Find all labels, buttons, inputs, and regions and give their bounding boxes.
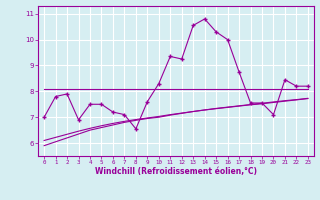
X-axis label: Windchill (Refroidissement éolien,°C): Windchill (Refroidissement éolien,°C)	[95, 167, 257, 176]
